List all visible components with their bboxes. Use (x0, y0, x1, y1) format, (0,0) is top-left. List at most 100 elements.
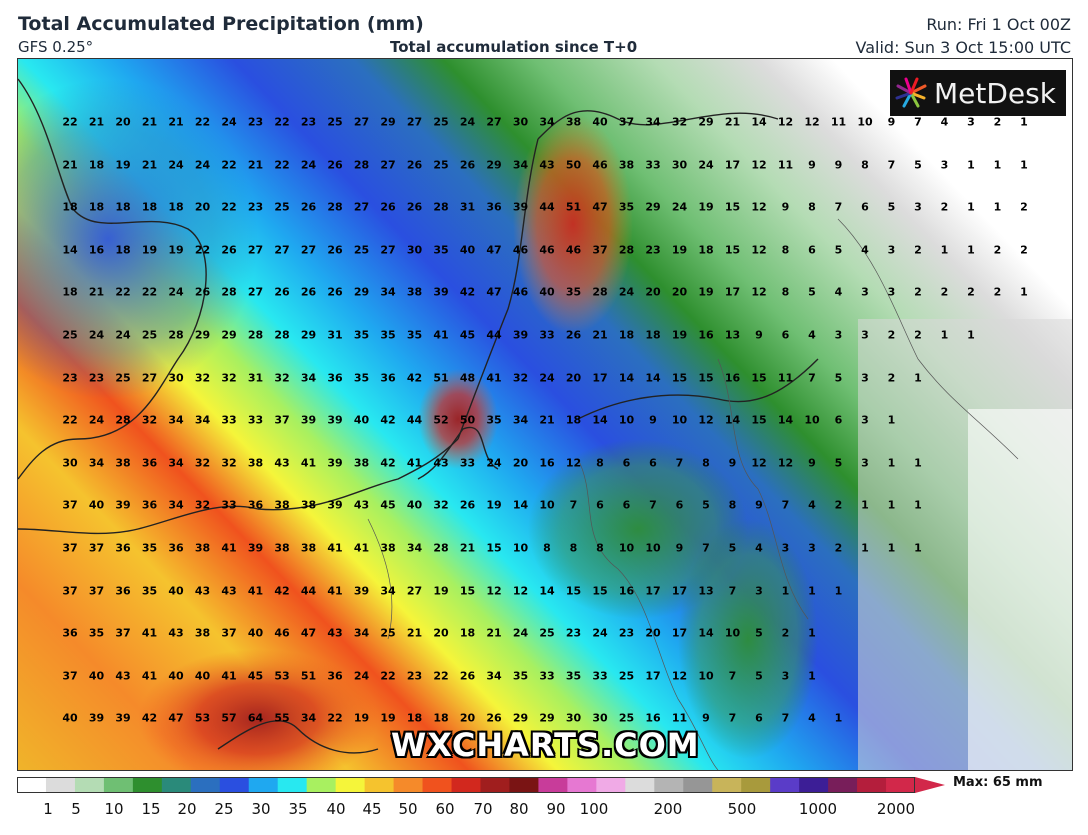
grid-value: 27 (406, 115, 423, 129)
colorbar-label: 45 (362, 800, 382, 818)
colorbar-cell (857, 777, 887, 793)
grid-value: 40 (247, 626, 264, 640)
grid-value: 28 (592, 285, 608, 299)
grid-value: 7 (569, 498, 578, 512)
grid-value: 9 (887, 115, 896, 129)
grid-value: 4 (940, 115, 949, 129)
grid-value: 32 (221, 371, 237, 385)
grid-value: 1 (861, 541, 869, 555)
grid-value: 35 (353, 328, 370, 342)
grid-value: 21 (141, 115, 158, 129)
grid-value: 1 (993, 158, 1002, 172)
grid-value: 12 (777, 456, 794, 470)
grid-value: 20 (115, 115, 131, 129)
grid-value: 27 (380, 158, 396, 172)
grid-value: 47 (592, 200, 608, 214)
grid-value: 47 (300, 626, 317, 640)
grid-value: 34 (380, 285, 396, 299)
grid-value: 1 (940, 243, 949, 257)
grid-value: 39 (327, 413, 343, 427)
grid-value: 10 (698, 669, 714, 683)
grid-value: 32 (671, 115, 688, 129)
colorbar-cell (741, 777, 771, 793)
grid-value: 38 (194, 626, 211, 640)
grid-value: 24 (618, 285, 635, 299)
grid-value: 19 (671, 328, 688, 342)
grid-value: 41 (327, 541, 343, 555)
grid-value: 17 (592, 371, 608, 385)
grid-value: 26 (459, 158, 476, 172)
grid-value: 5 (728, 541, 737, 555)
grid-value: 27 (247, 243, 264, 257)
grid-value: 1 (808, 669, 816, 683)
grid-value: 45 (247, 669, 264, 683)
grid-value: 36 (168, 541, 184, 555)
grid-value: 38 (247, 456, 264, 470)
grid-value: 38 (300, 541, 317, 555)
colorbar-cell (596, 777, 626, 793)
grid-value: 3 (861, 328, 869, 342)
grid-value: 24 (88, 413, 105, 427)
grid-value: 16 (698, 328, 714, 342)
grid-value: 40 (406, 498, 423, 512)
grid-value: 33 (592, 669, 608, 683)
grid-value: 20 (671, 285, 688, 299)
grid-value: 1 (967, 328, 975, 342)
colorbar-cell (799, 777, 829, 793)
grid-value: 28 (274, 328, 290, 342)
grid-value: 18 (645, 328, 661, 342)
grid-value: 3 (755, 584, 763, 598)
grid-value: 24 (671, 200, 688, 214)
grid-value: 19 (698, 200, 714, 214)
grid-value: 18 (115, 243, 131, 257)
grid-value: 3 (940, 158, 949, 172)
grid-value: 23 (88, 371, 105, 385)
grid-value: 14 (539, 584, 555, 598)
grid-value: 21 (486, 626, 502, 640)
grid-value: 42 (141, 711, 158, 725)
grid-value: 36 (247, 498, 264, 512)
run-label: Run: Fri 1 Oct 00Z (926, 15, 1071, 34)
grid-value: 39 (512, 328, 529, 342)
grid-value: 30 (406, 243, 423, 257)
colorbar-cell (625, 777, 655, 793)
grid-value: 12 (751, 158, 767, 172)
grid-value: 11 (830, 115, 847, 129)
grid-value: 29 (645, 200, 661, 214)
grid-value: 28 (115, 413, 131, 427)
grid-value: 2 (834, 498, 843, 512)
grid-value: 21 (88, 285, 105, 299)
grid-value: 18 (433, 711, 449, 725)
grid-value: 41 (327, 584, 343, 598)
grid-value: 35 (618, 200, 635, 214)
grid-value: 25 (274, 200, 290, 214)
grid-value: 21 (247, 158, 264, 172)
grid-value: 19 (353, 711, 370, 725)
grid-value: 39 (115, 711, 131, 725)
grid-value: 10 (804, 413, 820, 427)
grid-value: 12 (565, 456, 582, 470)
grid-value: 25 (618, 711, 635, 725)
grid-value: 34 (539, 115, 555, 129)
grid-value: 36 (141, 498, 158, 512)
precipitation-map[interactable]: 22 21 20 21 21 22 24 23 22 23 25 27 29 27 25 24 27 30 34 38… (17, 58, 1073, 771)
coastlines (18, 78, 819, 754)
grid-value: 19 (141, 243, 158, 257)
grid-value: 38 (406, 285, 423, 299)
grid-value: 6 (675, 498, 684, 512)
grid-value: 24 (194, 158, 211, 172)
colorbar-cell (364, 777, 395, 793)
grid-value: 27 (247, 285, 264, 299)
grid-value: 1 (914, 541, 922, 555)
grid-value: 26 (194, 285, 211, 299)
grid-value: 39 (247, 541, 264, 555)
grid-value: 26 (565, 328, 582, 342)
grid-value: 9 (649, 413, 657, 427)
grid-value: 18 (565, 413, 582, 427)
grid-value: 7 (728, 584, 737, 598)
grid-value: 7 (781, 498, 790, 512)
grid-value: 45 (380, 498, 396, 512)
grid-value: 36 (380, 371, 396, 385)
grid-value: 11 (777, 158, 794, 172)
grid-value: 44 (486, 328, 502, 342)
